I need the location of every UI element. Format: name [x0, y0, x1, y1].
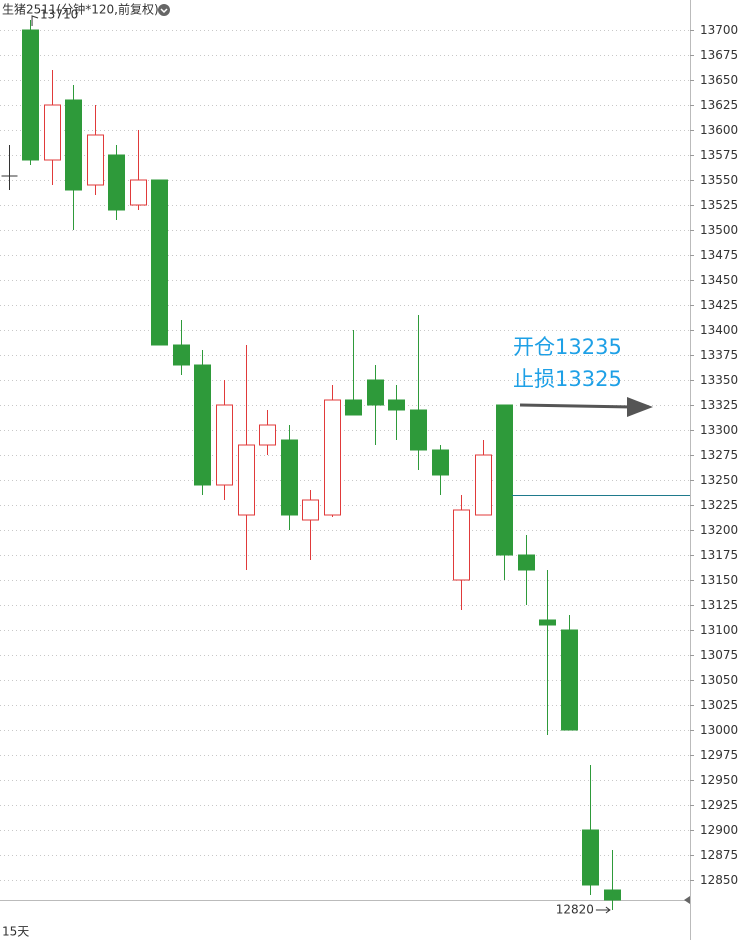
y-tick-label: 13425 — [700, 298, 738, 312]
candle-body — [194, 364, 211, 486]
candle-body — [604, 889, 621, 901]
y-tick-label: 13675 — [700, 48, 738, 62]
candle-body — [44, 104, 61, 161]
candle-body — [561, 629, 578, 731]
stop-arrowhead — [627, 397, 653, 417]
stop-arrow — [519, 403, 633, 409]
candle-body — [410, 409, 427, 451]
candle-body — [475, 454, 492, 516]
y-tick-label: 13150 — [700, 573, 738, 587]
y-tick-label: 13025 — [700, 698, 738, 712]
y-tick-label: 12850 — [700, 873, 738, 887]
max-label: 13710 — [40, 8, 78, 22]
axis-marker — [684, 896, 690, 904]
y-tick-label: 13200 — [700, 523, 738, 537]
min-arrowhead — [605, 906, 611, 914]
y-tick-label: 12925 — [700, 798, 738, 812]
y-tick-label: 12900 — [700, 823, 738, 837]
y-tick-label: 13250 — [700, 473, 738, 487]
y-tick-label: 13575 — [700, 148, 738, 162]
y-tick-label: 13350 — [700, 373, 738, 387]
y-tick-label: 13525 — [700, 198, 738, 212]
y-tick-label: 13050 — [700, 673, 738, 687]
y-tick-label: 13275 — [700, 448, 738, 462]
y-tick-label: 13300 — [700, 423, 738, 437]
y-tick-label: 13700 — [700, 23, 738, 37]
candle-body — [302, 499, 319, 521]
candle-body — [539, 619, 556, 626]
entry-annotation: 开仓13235 — [513, 335, 622, 359]
y-tick-label: 13625 — [700, 98, 738, 112]
y-tick-label: 12975 — [700, 748, 738, 762]
candle-body — [518, 554, 535, 571]
y-tick-label: 13225 — [700, 498, 738, 512]
candle-body — [345, 399, 362, 416]
y-tick-label: 13600 — [700, 123, 738, 137]
candle-body — [65, 99, 82, 191]
candle-body — [130, 179, 147, 206]
dropdown-chevron — [160, 8, 168, 14]
candle-body — [87, 134, 104, 186]
y-tick-label: 13375 — [700, 348, 738, 362]
y-tick-label: 13100 — [700, 623, 738, 637]
y-tick-label: 13175 — [700, 548, 738, 562]
y-tick-label: 12875 — [700, 848, 738, 862]
y-tick-label: 12950 — [700, 773, 738, 787]
candle-body — [22, 29, 39, 161]
candle-body — [108, 154, 125, 211]
max-pointer — [31, 15, 39, 26]
candle-body — [281, 439, 298, 516]
candle-body — [432, 449, 449, 476]
min-label: 12820 — [556, 903, 594, 917]
y-tick-label: 13450 — [700, 273, 738, 287]
y-tick-label: 13650 — [700, 73, 738, 87]
candle-body — [238, 444, 255, 516]
period-label: 15天 — [2, 925, 29, 939]
candle-body — [367, 379, 384, 406]
y-tick-label: 13400 — [700, 323, 738, 337]
candle-body — [324, 399, 341, 516]
candle-body — [216, 404, 233, 486]
stop-annotation: 止损13325 — [513, 367, 622, 391]
y-tick-label: 13000 — [700, 723, 738, 737]
y-tick-label: 13475 — [700, 248, 738, 262]
y-tick-label: 13125 — [700, 598, 738, 612]
candle-body — [496, 404, 513, 556]
y-tick-label: 13550 — [700, 173, 738, 187]
y-tick-label: 13325 — [700, 398, 738, 412]
candle-body — [388, 399, 405, 411]
chart-title: 生猪2511(分钟*120,前复权) — [2, 2, 159, 17]
candle-body — [151, 179, 168, 346]
y-tick-label: 13500 — [700, 223, 738, 237]
y-tick-label: 13075 — [700, 648, 738, 662]
candle-body — [259, 424, 276, 446]
candle-body — [453, 509, 470, 581]
dropdown-icon[interactable] — [158, 4, 170, 16]
candle-body — [582, 829, 599, 886]
candle-body — [173, 344, 190, 366]
